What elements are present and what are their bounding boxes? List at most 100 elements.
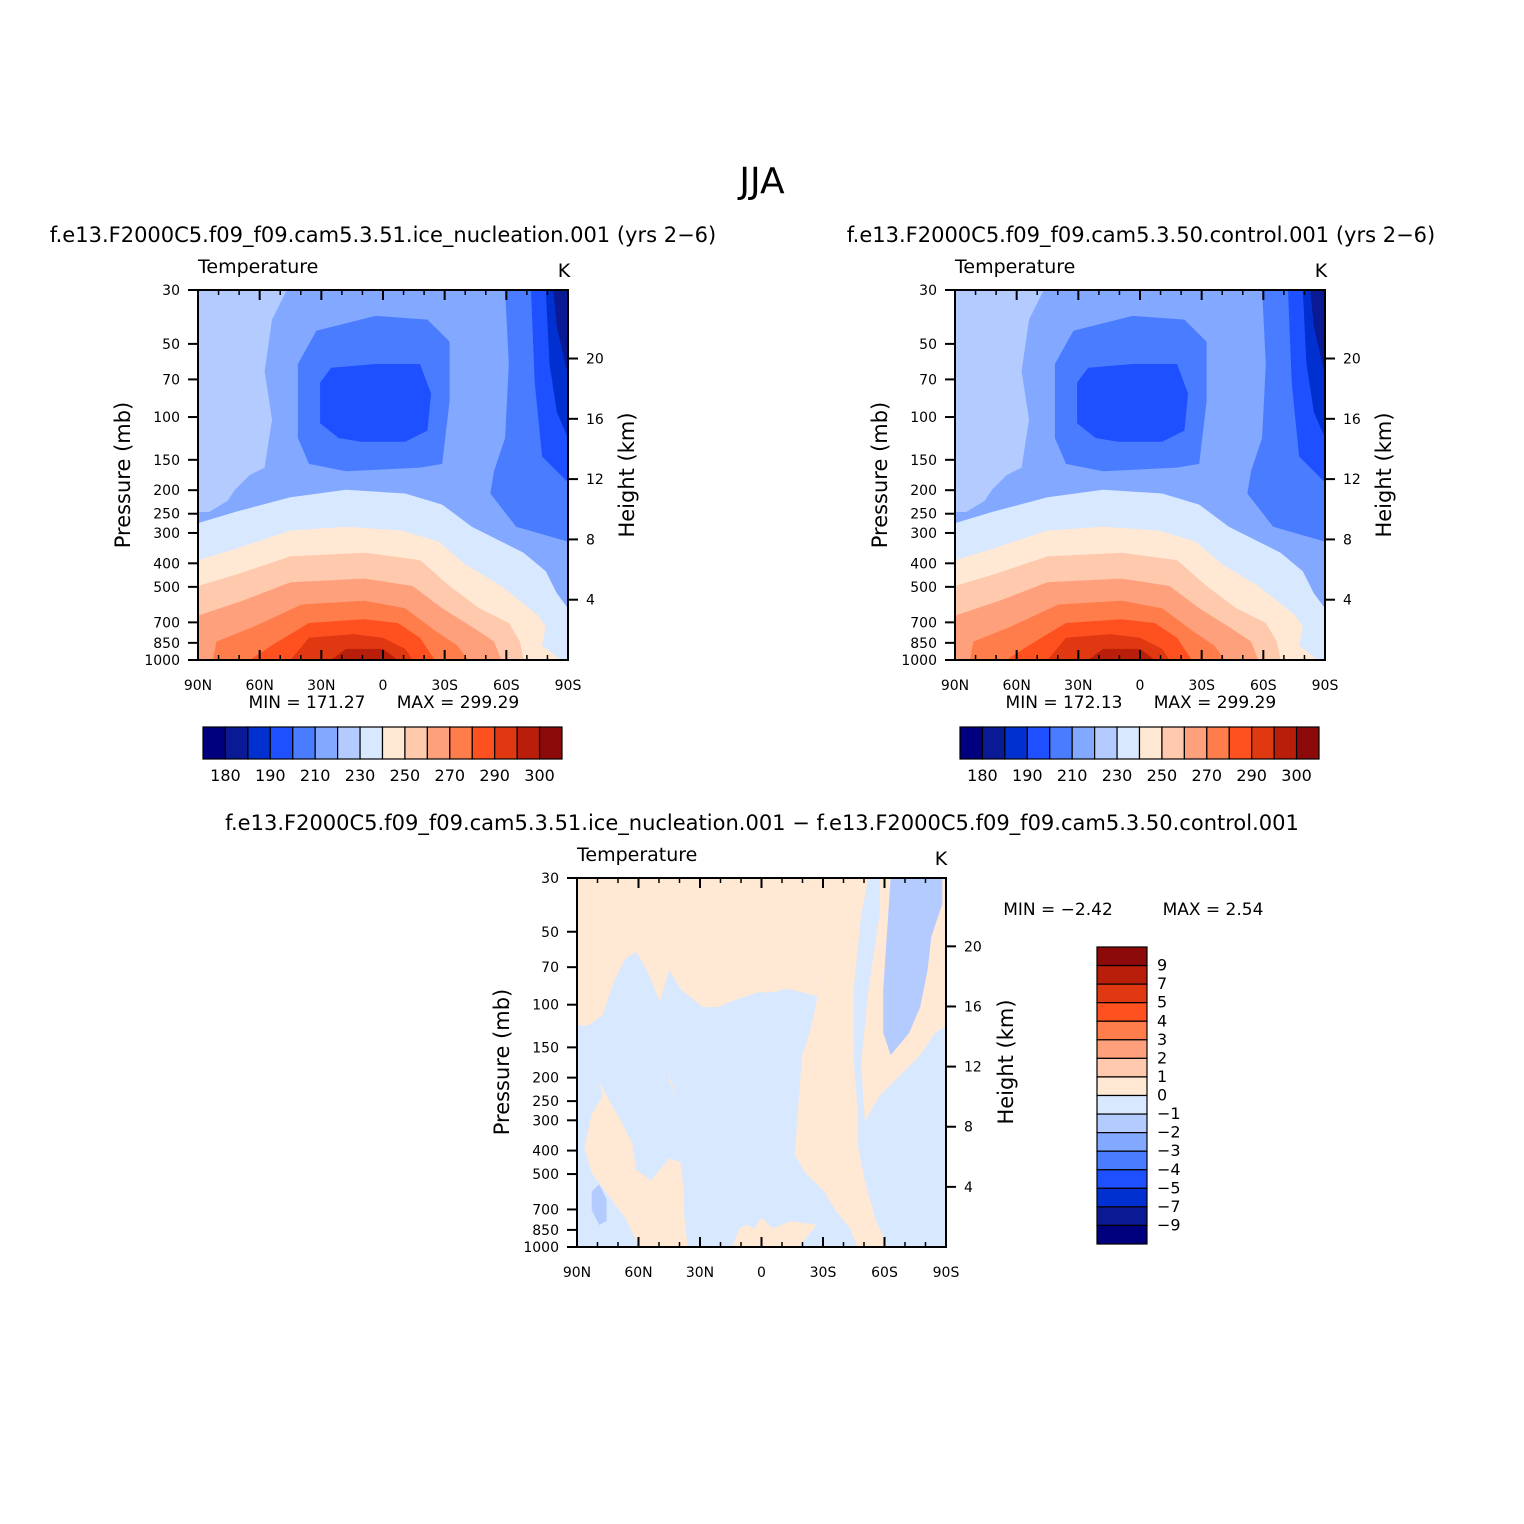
pressure-tick: 400	[532, 1144, 577, 1160]
pressure-tick: 30	[919, 283, 955, 299]
colorbar-tick-label: −2	[1157, 1123, 1181, 1142]
pressure-tick: 200	[532, 1071, 577, 1087]
x-tick: 60N	[624, 878, 653, 1281]
colorbar-labels: 180 190 210 230 250 270 290 300	[210, 766, 555, 785]
x-minor-ticks	[974, 290, 1306, 660]
pressure-tick-label: 250	[910, 507, 937, 523]
height-tick: 8	[946, 1120, 973, 1136]
colorbar-swatch	[516, 726, 541, 760]
min-stat: MIN = 171.27	[249, 693, 366, 713]
units-label: K	[935, 848, 948, 870]
colorbar-swatch	[1096, 983, 1148, 1004]
x-axis: 90N 60N 30N 0 30S 60S 90S	[184, 290, 581, 694]
height-tick: 20	[1325, 352, 1361, 368]
variable-label: Temperature	[197, 256, 318, 278]
panel-difference: f.e13.F2000C5.f09_f09.cam5.3.51.ice_nucl…	[225, 811, 1299, 1281]
colorbar-tick-label: 300	[524, 766, 555, 785]
colorbar-tick-label: −7	[1157, 1197, 1181, 1216]
pressure-tick-label: 30	[162, 283, 180, 299]
pressure-tick: 300	[910, 526, 955, 542]
x-tick: 90S	[933, 878, 959, 1281]
pressure-tick: 700	[153, 615, 198, 631]
height-tick-label: 4	[1343, 593, 1352, 609]
x-tick: 30N	[1064, 290, 1092, 694]
contour-band-minus2-to-minus1	[883, 878, 943, 1056]
x-tick: 60N	[1003, 290, 1031, 694]
pressure-tick-label: 70	[919, 372, 937, 388]
pressure-tick: 400	[153, 556, 198, 572]
x-tick: 90N	[941, 290, 969, 694]
colorbar-swatch	[1096, 1002, 1148, 1022]
pressure-tick-label: 700	[153, 615, 180, 631]
height-tick-label: 16	[964, 999, 982, 1015]
colorbar-tick-label: −1	[1157, 1104, 1181, 1123]
pressure-tick-label: 500	[153, 580, 180, 596]
pressure-tick-label: 400	[532, 1144, 559, 1160]
pressure-tick-label: 250	[153, 507, 180, 523]
contour-field	[198, 290, 568, 660]
contour-band-minus2-small	[591, 1184, 607, 1225]
colorbar-swatch	[1096, 964, 1148, 985]
colorbar	[959, 726, 1320, 760]
x-tick: 90N	[184, 290, 212, 694]
height-tick-label: 20	[964, 939, 982, 955]
colorbar-tick-label: 230	[1102, 766, 1133, 785]
contour-field	[577, 878, 946, 1247]
colorbar-tick-label: 190	[1012, 766, 1043, 785]
pressure-tick-label: 200	[910, 483, 937, 499]
x-tick-label: 60S	[1250, 678, 1277, 694]
contour-band-200	[1077, 364, 1189, 442]
x-tick-label: 90N	[941, 678, 969, 694]
x-minor-ticks	[596, 878, 927, 1247]
colorbar-swatch	[1049, 726, 1073, 760]
pressure-tick: 30	[162, 283, 198, 299]
x-tick-label: 0	[757, 1265, 766, 1281]
x-tick-label: 90S	[1312, 678, 1339, 694]
height-tick-label: 8	[1343, 532, 1352, 548]
figure-title: JJA	[737, 161, 785, 202]
colorbar-swatch	[471, 726, 496, 760]
height-tick-label: 8	[964, 1120, 973, 1136]
height-tick-label: 16	[586, 412, 604, 428]
pressure-tick-label: 850	[910, 636, 937, 652]
contour-band-minus1-to-0-south	[853, 878, 946, 1247]
height-tick: 16	[568, 412, 604, 428]
pressure-tick: 150	[153, 453, 198, 469]
x-minor-ticks	[217, 290, 549, 660]
height-tick: 20	[946, 939, 982, 955]
colorbar-swatch	[1096, 1224, 1148, 1245]
colorbar-swatch	[426, 726, 451, 760]
colorbar-swatch	[1071, 726, 1096, 760]
panel-title: f.e13.F2000C5.f09_f09.cam5.3.51.ice_nucl…	[225, 811, 1299, 836]
height-tick-label: 8	[586, 532, 595, 548]
pressure-tick-label: 100	[153, 410, 180, 426]
colorbar-swatch	[1273, 726, 1298, 760]
height-tick: 16	[946, 999, 982, 1015]
x-tick: 60N	[246, 290, 274, 694]
pressure-tick: 1000	[144, 653, 198, 669]
pressure-tick-label: 1000	[523, 1240, 559, 1256]
colorbar-swatch	[1094, 726, 1118, 760]
x-tick: 60S	[871, 878, 898, 1281]
colorbar-swatch	[202, 726, 227, 760]
pressure-tick: 250	[910, 507, 955, 523]
pressure-tick-label: 250	[532, 1094, 559, 1110]
pressure-tick-label: 150	[532, 1040, 559, 1056]
pressure-tick: 300	[153, 526, 198, 542]
x-tick-label: 60N	[624, 1265, 652, 1281]
colorbar-swatch	[269, 726, 294, 760]
height-tick: 8	[1325, 532, 1352, 548]
pressure-tick-label: 100	[910, 410, 937, 426]
height-tick: 12	[946, 1060, 982, 1076]
x-tick: 90S	[1312, 290, 1339, 694]
colorbar-swatch	[1096, 1094, 1148, 1115]
colorbar-swatch	[247, 726, 271, 760]
height-tick-label: 12	[964, 1060, 982, 1076]
x-tick-label: 0	[1136, 678, 1145, 694]
height-axis: 4 8 12 16 20	[1325, 352, 1361, 609]
pressure-tick-label: 850	[532, 1223, 559, 1239]
height-tick-label: 20	[586, 352, 604, 368]
colorbar-swatch	[1096, 1039, 1148, 1059]
